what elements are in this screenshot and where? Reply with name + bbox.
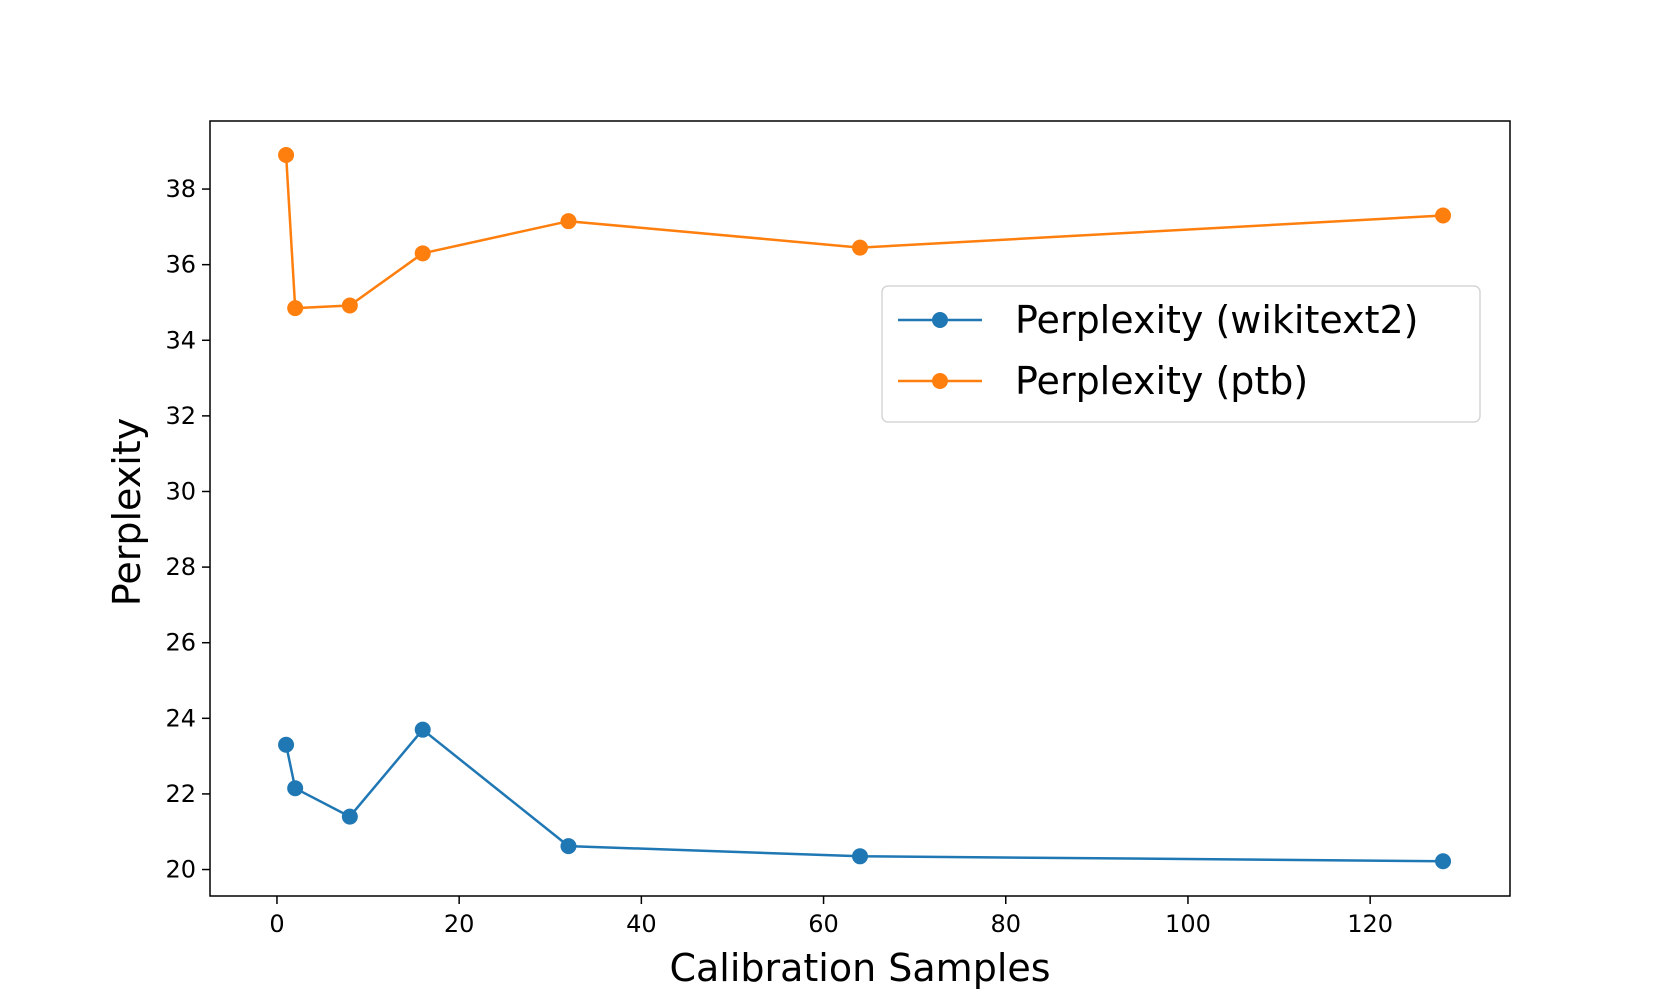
data-point-ptb: [341, 297, 358, 314]
legend-entry-ptb: Perplexity (ptb): [898, 359, 1308, 403]
x-tick-label: 120: [1347, 910, 1393, 938]
y-tick-label: 22: [165, 780, 196, 808]
legend: Perplexity (wikitext2) Perplexity (ptb): [881, 285, 1481, 423]
data-point-ptb: [852, 239, 868, 256]
data-point-wikitext2: [287, 780, 304, 797]
legend-box: [881, 285, 1481, 423]
y-tick-label: 24: [165, 704, 196, 732]
y-tick-label: 38: [165, 175, 196, 203]
data-point-ptb: [1435, 207, 1452, 224]
data-point-wikitext2: [852, 848, 868, 865]
x-tick-label: 0: [269, 910, 284, 938]
y-tick-label: 26: [165, 629, 196, 657]
data-point-ptb: [414, 245, 431, 262]
data-point-wikitext2: [1435, 853, 1452, 870]
legend-label-wikitext2: Perplexity (wikitext2): [1015, 298, 1419, 342]
y-tick-label: 30: [165, 477, 196, 505]
y-axis-label: Perplexity: [105, 418, 149, 606]
data-point-wikitext2: [341, 808, 358, 825]
legend-marker-wikitext2: [932, 312, 948, 328]
data-point-ptb: [560, 213, 577, 230]
x-axis-label: Calibration Samples: [669, 946, 1050, 990]
ticks-layer: 0 20 40 60 80 100 120 20 22 24 26 28 30 32 34 36 38: [165, 175, 1393, 938]
legend-label-ptb: Perplexity (ptb): [1015, 359, 1308, 403]
plot-area: [209, 120, 1511, 897]
y-tick-label: 34: [165, 326, 196, 354]
legend-marker-ptb: [932, 373, 948, 389]
x-tick-label: 40: [626, 910, 657, 938]
x-tick-label: 60: [808, 910, 839, 938]
data-point-ptb: [287, 300, 304, 317]
y-tick-label: 32: [165, 402, 196, 430]
data-point-ptb: [278, 147, 295, 164]
y-tick-label: 20: [165, 856, 196, 884]
data-point-wikitext2: [560, 838, 577, 855]
data-point-wikitext2: [414, 721, 431, 738]
x-tick-label: 80: [990, 910, 1021, 938]
y-tick-label: 36: [165, 251, 196, 279]
y-tick-label: 28: [165, 553, 196, 581]
x-tick-label: 100: [1165, 910, 1211, 938]
data-point-wikitext2: [278, 736, 295, 753]
series-layer: [278, 147, 1452, 870]
legend-entry-wikitext2: Perplexity (wikitext2): [898, 298, 1419, 342]
x-tick-label: 20: [444, 910, 475, 938]
